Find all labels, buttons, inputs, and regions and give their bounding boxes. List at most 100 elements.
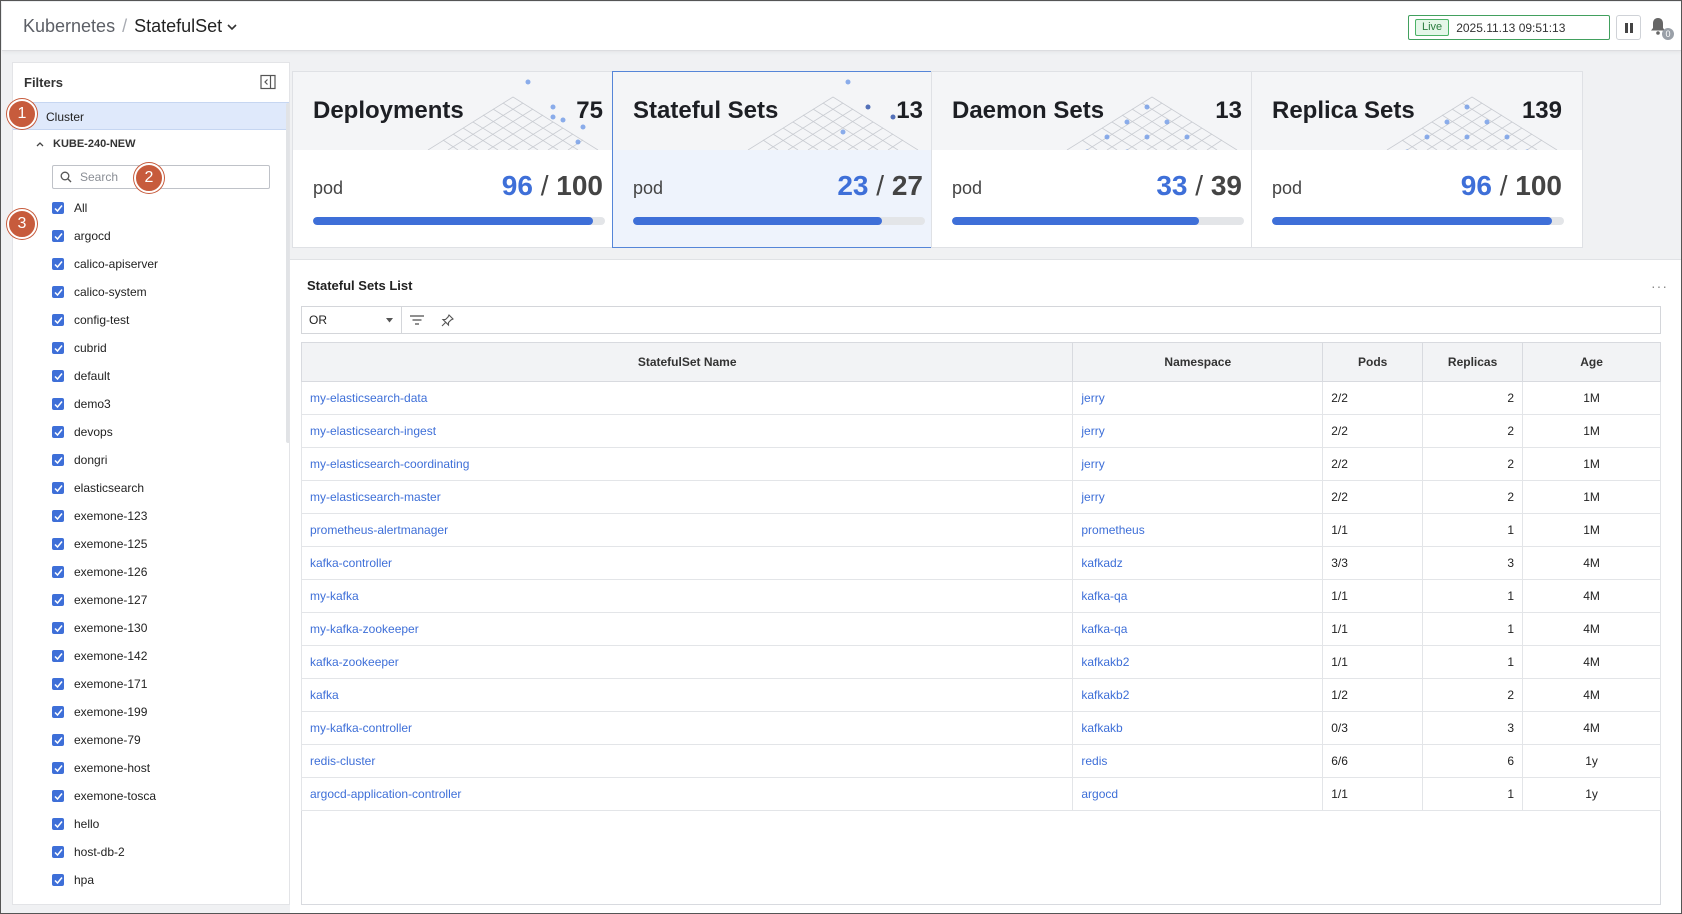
summary-card[interactable]: Daemon Sets 13 pod 33 / 39 xyxy=(931,71,1263,248)
checkbox-checked-icon[interactable] xyxy=(52,454,64,466)
checkbox-checked-icon[interactable] xyxy=(52,650,64,662)
table-row[interactable]: my-kafka kafka-qa 1/1 1 4M xyxy=(300,579,1661,613)
checkbox-checked-icon[interactable] xyxy=(52,594,64,606)
namespace-link[interactable]: kafkakb2 xyxy=(1072,678,1324,712)
statefulset-name-link[interactable]: my-elasticsearch-data xyxy=(300,381,1074,415)
namespace-link[interactable]: jerry xyxy=(1072,414,1324,448)
table-row[interactable]: kafka kafkakb2 1/2 2 4M xyxy=(300,678,1661,712)
statefulset-name-link[interactable]: kafka-controller xyxy=(300,546,1074,580)
breadcrumb-root[interactable]: Kubernetes xyxy=(23,16,116,36)
namespace-item[interactable]: hello xyxy=(52,810,272,838)
namespace-item[interactable]: argocd xyxy=(52,222,272,250)
sidebar-scrollbar[interactable] xyxy=(286,103,289,443)
operator-select[interactable]: OR xyxy=(302,307,402,333)
statefulset-name-link[interactable]: my-kafka xyxy=(300,579,1074,613)
search-input[interactable]: Search xyxy=(52,165,270,189)
checkbox-checked-icon[interactable] xyxy=(52,342,64,354)
namespace-item[interactable]: dongri xyxy=(52,446,272,474)
notification-button[interactable]: 0 xyxy=(1648,16,1674,42)
checkbox-checked-icon[interactable] xyxy=(52,734,64,746)
namespace-link[interactable]: jerry xyxy=(1072,480,1324,514)
collapse-sidebar-icon[interactable] xyxy=(260,74,276,90)
namespace-item[interactable]: exemone-79 xyxy=(52,726,272,754)
table-row[interactable]: redis-cluster redis 6/6 6 1y xyxy=(300,744,1661,778)
table-row[interactable]: my-elasticsearch-ingest jerry 2/2 2 1M xyxy=(300,414,1661,448)
statefulset-name-link[interactable]: my-elasticsearch-coordinating xyxy=(300,447,1074,481)
table-row[interactable]: kafka-controller kafkadz 3/3 3 4M xyxy=(300,546,1661,580)
namespace-item[interactable]: exemone-tosca xyxy=(52,782,272,810)
namespace-item[interactable]: exemone-199 xyxy=(52,698,272,726)
checkbox-checked-icon[interactable] xyxy=(52,538,64,550)
namespace-item[interactable]: cubrid xyxy=(52,334,272,362)
checkbox-checked-icon[interactable] xyxy=(52,622,64,634)
more-options-button[interactable]: ··· xyxy=(1651,278,1668,294)
statefulset-name-link[interactable]: my-kafka-controller xyxy=(300,711,1074,745)
summary-card[interactable]: Stateful Sets 13 pod 23 / 27 xyxy=(612,71,944,248)
checkbox-checked-icon[interactable] xyxy=(52,230,64,242)
pause-button[interactable] xyxy=(1616,15,1641,40)
namespace-item[interactable]: exemone-125 xyxy=(52,530,272,558)
checkbox-checked-icon[interactable] xyxy=(52,510,64,522)
namespace-item[interactable]: exemone-130 xyxy=(52,614,272,642)
cluster-tree-node[interactable]: KUBE-240-NEW xyxy=(35,138,136,150)
namespace-item[interactable]: config-test xyxy=(52,306,272,334)
table-row[interactable]: prometheus-alertmanager prometheus 1/1 1 1M xyxy=(300,513,1661,547)
checkbox-checked-icon[interactable] xyxy=(52,286,64,298)
statefulset-name-link[interactable]: argocd-application-controller xyxy=(300,777,1074,811)
column-header-namespace[interactable]: Namespace xyxy=(1072,342,1324,382)
statefulset-name-link[interactable]: my-elasticsearch-ingest xyxy=(300,414,1074,448)
checkbox-checked-icon[interactable] xyxy=(52,258,64,270)
statefulset-name-link[interactable]: my-kafka-zookeeper xyxy=(300,612,1074,646)
column-header-replicas[interactable]: Replicas xyxy=(1422,342,1524,382)
statefulset-name-link[interactable]: prometheus-alertmanager xyxy=(300,513,1074,547)
namespace-item[interactable]: calico-apiserver xyxy=(52,250,272,278)
namespace-link[interactable]: kafka-qa xyxy=(1072,579,1324,613)
namespace-item[interactable]: default xyxy=(52,362,272,390)
namespace-link[interactable]: kafka-qa xyxy=(1072,612,1324,646)
namespace-item[interactable]: exemone-126 xyxy=(52,558,272,586)
statefulset-name-link[interactable]: redis-cluster xyxy=(300,744,1074,778)
checkbox-checked-icon[interactable] xyxy=(52,874,64,886)
live-time-range[interactable]: Live 2025.11.13 09:51:13 xyxy=(1408,15,1610,40)
checkbox-checked-icon[interactable] xyxy=(52,314,64,326)
statefulset-name-link[interactable]: kafka-zookeeper xyxy=(300,645,1074,679)
namespace-link[interactable]: kafkadz xyxy=(1072,546,1324,580)
checkbox-checked-icon[interactable] xyxy=(52,818,64,830)
checkbox-checked-icon[interactable] xyxy=(52,566,64,578)
namespace-item[interactable]: elasticsearch xyxy=(52,474,272,502)
namespace-item[interactable]: host-db-2 xyxy=(52,838,272,866)
checkbox-checked-icon[interactable] xyxy=(52,398,64,410)
table-row[interactable]: my-elasticsearch-data jerry 2/2 2 1M xyxy=(300,381,1661,415)
namespace-link[interactable]: redis xyxy=(1072,744,1324,778)
table-row[interactable]: my-elasticsearch-master jerry 2/2 2 1M xyxy=(300,480,1661,514)
namespace-item[interactable]: calico-system xyxy=(52,278,272,306)
namespace-link[interactable]: kafkakb xyxy=(1072,711,1324,745)
namespace-item[interactable]: exemone-host xyxy=(52,754,272,782)
table-row[interactable]: my-kafka-zookeeper kafka-qa 1/1 1 4M xyxy=(300,612,1661,646)
namespace-item[interactable]: All xyxy=(52,194,272,222)
column-header-age[interactable]: Age xyxy=(1522,342,1661,382)
statefulset-name-link[interactable]: kafka xyxy=(300,678,1074,712)
checkbox-checked-icon[interactable] xyxy=(52,706,64,718)
namespace-link[interactable]: argocd xyxy=(1072,777,1324,811)
checkbox-checked-icon[interactable] xyxy=(52,790,64,802)
column-header-pods[interactable]: Pods xyxy=(1322,342,1424,382)
namespace-link[interactable]: jerry xyxy=(1072,381,1324,415)
table-row[interactable]: kafka-zookeeper kafkakb2 1/1 1 4M xyxy=(300,645,1661,679)
summary-card[interactable]: Deployments 75 pod 96 / 100 xyxy=(292,71,624,248)
namespace-item[interactable]: exemone-171 xyxy=(52,670,272,698)
namespace-link[interactable]: prometheus xyxy=(1072,513,1324,547)
checkbox-checked-icon[interactable] xyxy=(52,678,64,690)
statefulset-name-link[interactable]: my-elasticsearch-master xyxy=(300,480,1074,514)
namespace-link[interactable]: jerry xyxy=(1072,447,1324,481)
breadcrumb-current-dropdown[interactable]: StatefulSet xyxy=(134,16,238,37)
column-header-name[interactable]: StatefulSet Name xyxy=(300,342,1074,382)
namespace-item[interactable]: demo3 xyxy=(52,390,272,418)
summary-card[interactable]: Replica Sets 139 pod 96 / 100 xyxy=(1251,71,1583,248)
cluster-filter-row[interactable]: Cluster xyxy=(13,102,289,130)
table-row[interactable]: my-kafka-controller kafkakb 0/3 3 4M xyxy=(300,711,1661,745)
namespace-item[interactable]: exemone-127 xyxy=(52,586,272,614)
checkbox-checked-icon[interactable] xyxy=(52,370,64,382)
namespace-item[interactable]: hpa xyxy=(52,866,272,894)
filter-button[interactable] xyxy=(402,307,432,333)
